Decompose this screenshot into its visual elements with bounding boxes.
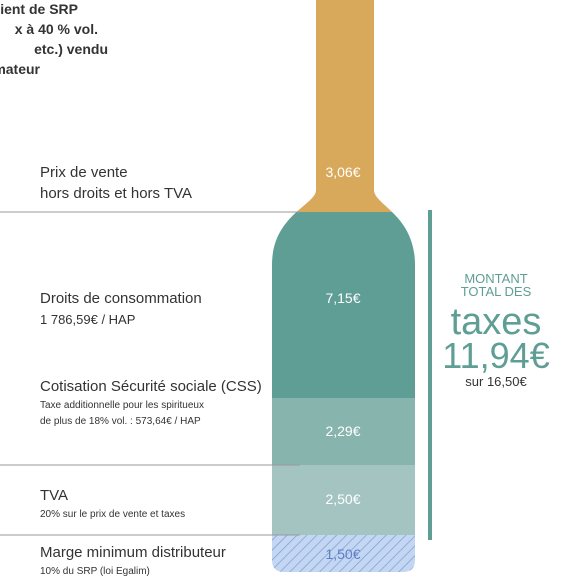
total-line: MONTANT — [464, 271, 527, 286]
total-amount: 11,94€ — [442, 335, 549, 376]
segment — [272, 0, 415, 212]
segment-label: Marge minimum distributeur — [40, 544, 226, 561]
segment — [272, 398, 415, 465]
segment-detail: 20% sur le prix de vente et taxes — [40, 509, 185, 520]
total-base: sur 16,50€ — [465, 374, 527, 389]
intro-line: nmateur — [0, 61, 41, 77]
intro-line: etc.) vendu — [34, 41, 108, 57]
segment-label: Droits de consommation — [40, 290, 202, 307]
intro-line: x à 40 % vol. — [15, 21, 98, 37]
segment-value: 2,50€ — [325, 491, 360, 507]
segment-label: Prix de vente — [40, 164, 128, 181]
total-word: taxes — [451, 301, 542, 343]
segment-detail: 10% du SRP (loi Egalim) — [40, 566, 150, 577]
segment-label: Cotisation Sécurité sociale (CSS) — [40, 378, 262, 395]
total-line: TOTAL DES — [461, 284, 532, 299]
segment-detail: 1 786,59€ / HAP — [40, 312, 135, 327]
segment — [272, 212, 415, 398]
intro: ient de SRP x à 40 % vol. etc.) vendu nmate… — [0, 1, 108, 77]
segment-label: hors droits et hors TVA — [40, 185, 192, 202]
segment-value: 3,06€ — [325, 164, 360, 180]
labels: Prix de vente hors droits et hors TVA 3,06… — [0, 164, 361, 577]
intro-line: ient de SRP — [0, 1, 78, 17]
segment-value: 1,50€ — [325, 546, 360, 562]
segment — [272, 535, 415, 572]
segment-label: TVA — [40, 487, 68, 504]
total-bar — [428, 210, 432, 540]
segment — [272, 465, 415, 535]
segment-detail: Taxe additionnelle pour les spiritueux — [40, 400, 204, 411]
segment-value: 2,29€ — [325, 423, 360, 439]
segment-value: 7,15€ — [325, 290, 360, 306]
total: MONTANT TOTAL DES taxes 11,94€ sur 16,50… — [442, 271, 549, 389]
segment-detail: de plus de 18% vol. : 573,64€ / HAP — [40, 416, 201, 427]
